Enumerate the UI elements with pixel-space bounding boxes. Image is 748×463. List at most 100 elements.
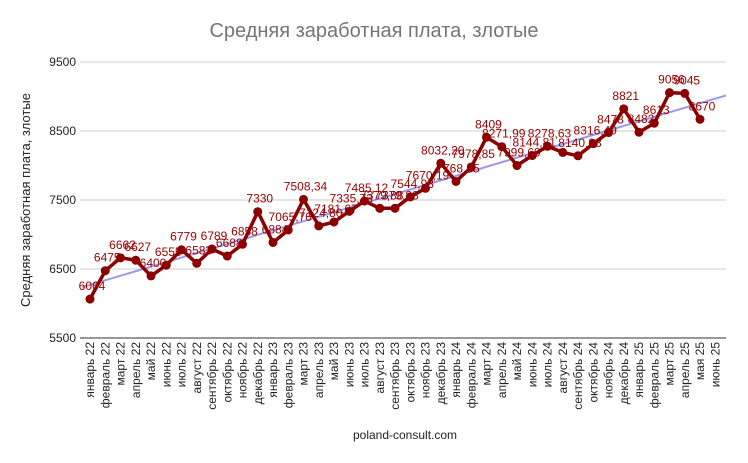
x-tick-label: декабрь 23 <box>434 342 448 405</box>
x-tick-label: мая 25 <box>693 342 707 380</box>
x-tick-label: апрель 23 <box>312 342 326 398</box>
x-tick-label: январь 25 <box>632 342 646 398</box>
x-tick-label: август 24 <box>556 342 570 394</box>
data-point <box>405 192 415 202</box>
x-tick-label: октябрь 24 <box>586 342 600 403</box>
data-point <box>268 238 278 248</box>
x-tick-label: август 23 <box>373 342 387 394</box>
data-label: 6884 <box>262 223 289 237</box>
y-tick-labels: 5500 6500 7500 8500 9500 <box>49 55 76 345</box>
data-label: 7379,88 <box>360 188 404 202</box>
x-tick-label: ноябрь 24 <box>602 342 616 399</box>
x-tick-label: март 25 <box>663 342 677 386</box>
x-tick-label: февраль 22 <box>98 342 112 409</box>
data-point <box>253 207 263 217</box>
data-point <box>497 142 507 152</box>
data-point <box>314 221 324 231</box>
data-point <box>283 225 293 235</box>
data-label: 7544,98 <box>391 177 435 191</box>
x-tick-label: март 24 <box>480 342 494 386</box>
x-tick-label: январь 24 <box>449 342 463 398</box>
x-tick-label: апрель 22 <box>129 342 143 398</box>
x-tick-label: август 22 <box>190 342 204 394</box>
x-tick-labels: январь 22 февраль 22 март 22 апрель 22 май 2… <box>83 342 722 410</box>
data-point <box>116 253 125 263</box>
data-label: 6779 <box>170 230 197 244</box>
data-point <box>680 88 690 98</box>
x-tick-label: июнь 24 <box>525 342 539 388</box>
x-tick-label: май 22 <box>144 342 158 381</box>
data-point <box>512 161 522 171</box>
x-tick-label: ноябрь 23 <box>419 342 433 399</box>
x-tick-label: май 24 <box>510 342 524 381</box>
data-label: 8478 <box>597 113 624 127</box>
data-label: 8032,20 <box>421 143 465 157</box>
data-label: 6555 <box>155 245 182 259</box>
data-point <box>85 294 95 304</box>
data-label: 8144,81 <box>513 136 557 150</box>
data-points <box>85 88 705 304</box>
data-point <box>482 132 491 142</box>
data-label: 8271,99 <box>482 127 526 141</box>
x-tick-label: январь 23 <box>266 342 280 398</box>
data-point <box>390 203 400 213</box>
data-point <box>466 162 476 172</box>
chart-title: Средняя заработная плата, злотые <box>209 20 538 42</box>
data-label: 6627 <box>124 240 151 254</box>
data-point <box>192 258 202 268</box>
x-tick-label: февраль 25 <box>647 342 661 409</box>
data-label: 7379,88 <box>375 188 419 202</box>
data-point <box>421 183 430 193</box>
data-point <box>329 217 339 227</box>
data-label: 8482 <box>628 112 655 126</box>
data-label: 9056 <box>658 73 685 87</box>
x-tick-label: декабрь 22 <box>251 342 265 405</box>
y-axis-label: Средняя заработная плата, злотые <box>18 93 33 307</box>
data-point <box>222 251 232 261</box>
data-point <box>558 147 568 157</box>
data-point <box>451 176 461 186</box>
x-tick-label: май 23 <box>327 342 341 381</box>
x-tick-label: сентябрь 23 <box>388 342 402 410</box>
x-tick-label: декабрь 24 <box>617 342 631 405</box>
data-point <box>360 196 369 206</box>
gridlines <box>80 61 726 339</box>
data-label: 7485,12 <box>345 181 389 195</box>
data-point <box>238 239 247 249</box>
data-label: 7670,19 <box>406 168 450 182</box>
data-point <box>695 114 705 124</box>
data-point <box>100 266 110 276</box>
x-tick-label: июнь 23 <box>342 342 356 388</box>
data-label: 8613 <box>643 103 670 117</box>
data-point <box>299 194 308 204</box>
x-tick-label: июль 23 <box>358 342 372 388</box>
x-tick-label: сентябрь 24 <box>571 342 585 410</box>
data-label: 7508,34 <box>284 179 328 193</box>
data-point <box>207 244 217 254</box>
y-tick-label: 7500 <box>49 193 76 207</box>
data-point <box>573 151 583 161</box>
data-label: 8316,49 <box>574 124 618 138</box>
x-tick-label: февраль 24 <box>464 342 478 409</box>
x-tick-label: март 22 <box>114 342 128 386</box>
data-label: 6858 <box>231 224 258 238</box>
data-label: 8821 <box>612 89 639 103</box>
data-point <box>436 158 446 168</box>
data-label: 7978,85 <box>452 147 496 161</box>
data-label: 8670 <box>689 99 716 113</box>
x-tick-label: январь 22 <box>83 342 97 398</box>
data-label: 6583 <box>185 243 212 257</box>
data-point <box>588 139 598 149</box>
data-label: 6789 <box>201 229 228 243</box>
data-label: 6688 <box>216 236 243 250</box>
data-label: 7181,67 <box>314 202 358 216</box>
y-tick-label: 6500 <box>49 262 76 276</box>
data-point <box>161 260 171 270</box>
x-tick-label: сентябрь 22 <box>205 342 219 410</box>
x-tick-label: июнь 22 <box>159 342 173 388</box>
x-tick-label: октябрь 23 <box>403 342 417 403</box>
data-label: 6064 <box>79 279 106 293</box>
